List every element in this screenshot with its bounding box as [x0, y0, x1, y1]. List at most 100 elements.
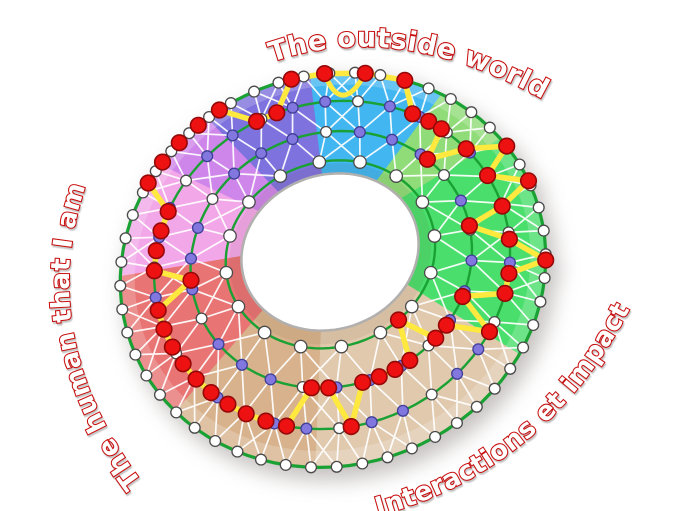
red-score-node: [152, 222, 170, 240]
red-score-node: [420, 112, 438, 130]
red-score-node: [389, 311, 408, 329]
hole: [240, 172, 420, 332]
red-score-node: [480, 323, 499, 341]
red-score-node: [187, 370, 205, 388]
purple-node: [300, 422, 313, 435]
white-node: [517, 341, 530, 354]
white-node: [404, 299, 419, 314]
white-node: [279, 458, 292, 471]
red-score-node: [282, 70, 301, 88]
red-score-node: [277, 417, 296, 435]
white-node: [273, 169, 288, 183]
purple-node: [226, 129, 239, 142]
red-score-node: [493, 197, 511, 215]
white-node: [116, 303, 129, 316]
purple-node: [472, 343, 485, 356]
red-score-node: [537, 251, 555, 269]
white-node: [513, 158, 526, 171]
white-node: [373, 325, 388, 340]
white-node: [119, 232, 132, 245]
white-node: [257, 325, 272, 340]
red-score-node: [219, 395, 237, 413]
red-score-node: [155, 320, 173, 338]
white-node: [538, 271, 551, 285]
purple-node: [385, 133, 399, 146]
white-node: [248, 85, 261, 98]
white-node: [356, 457, 369, 470]
purple-node: [212, 338, 225, 351]
purple-node: [286, 133, 299, 146]
purple-node: [451, 367, 464, 380]
white-node: [272, 76, 285, 89]
white-node: [179, 174, 193, 187]
red-score-node: [498, 137, 516, 155]
red-score-node: [500, 230, 519, 248]
red-score-node: [370, 368, 388, 386]
red-score-node: [354, 373, 372, 391]
white-node: [293, 339, 308, 354]
white-node: [425, 388, 438, 401]
red-score-node: [302, 379, 321, 397]
red-score-node: [189, 116, 207, 134]
white-node: [231, 299, 246, 314]
white-node: [126, 208, 139, 222]
red-score-node: [457, 140, 475, 158]
white-node: [114, 279, 127, 292]
white-node: [351, 95, 365, 108]
white-node: [488, 382, 501, 395]
white-node: [465, 106, 478, 119]
red-score-node: [401, 351, 419, 370]
white-node: [224, 97, 237, 110]
white-node: [223, 229, 237, 243]
purple-node: [191, 221, 204, 234]
white-node: [121, 326, 134, 339]
white-node: [381, 451, 394, 464]
red-score-node: [320, 379, 338, 397]
red-score-node: [427, 329, 445, 347]
purple-node: [235, 358, 248, 371]
white-node: [231, 445, 244, 458]
white-node: [532, 201, 545, 214]
white-node: [427, 229, 442, 243]
white-node: [444, 92, 457, 106]
white-node: [450, 416, 463, 430]
white-node: [527, 318, 540, 332]
white-node: [304, 461, 318, 474]
white-node: [504, 362, 517, 375]
purple-node: [465, 254, 478, 267]
white-node: [405, 442, 418, 455]
red-score-node: [248, 112, 266, 130]
purple-node: [383, 100, 396, 113]
red-score-node: [182, 271, 200, 289]
white-node: [209, 434, 222, 448]
red-score-node: [454, 287, 472, 306]
white-node: [219, 265, 234, 280]
white-node: [254, 453, 268, 466]
red-score-node: [418, 150, 437, 168]
purple-node: [149, 291, 162, 304]
white-node: [415, 195, 430, 209]
red-score-node: [145, 262, 163, 280]
red-score-node: [316, 64, 334, 83]
red-score-node: [257, 412, 275, 430]
purple-node: [255, 147, 268, 160]
purple-node: [454, 194, 467, 207]
red-score-node: [437, 316, 456, 334]
white-node: [389, 169, 404, 183]
purple-node: [228, 167, 241, 180]
red-score-node: [210, 101, 228, 119]
white-node: [170, 406, 183, 419]
red-score-node: [139, 174, 157, 192]
white-node: [206, 192, 219, 206]
red-score-node: [174, 355, 192, 373]
white-node: [437, 168, 451, 182]
white-node: [374, 69, 387, 82]
purple-node: [264, 373, 277, 386]
red-score-node: [500, 264, 518, 283]
red-score-node: [153, 153, 172, 171]
purple-node: [365, 416, 378, 429]
purple-node: [201, 150, 214, 163]
red-score-node: [496, 284, 514, 303]
purple-node: [396, 404, 409, 417]
